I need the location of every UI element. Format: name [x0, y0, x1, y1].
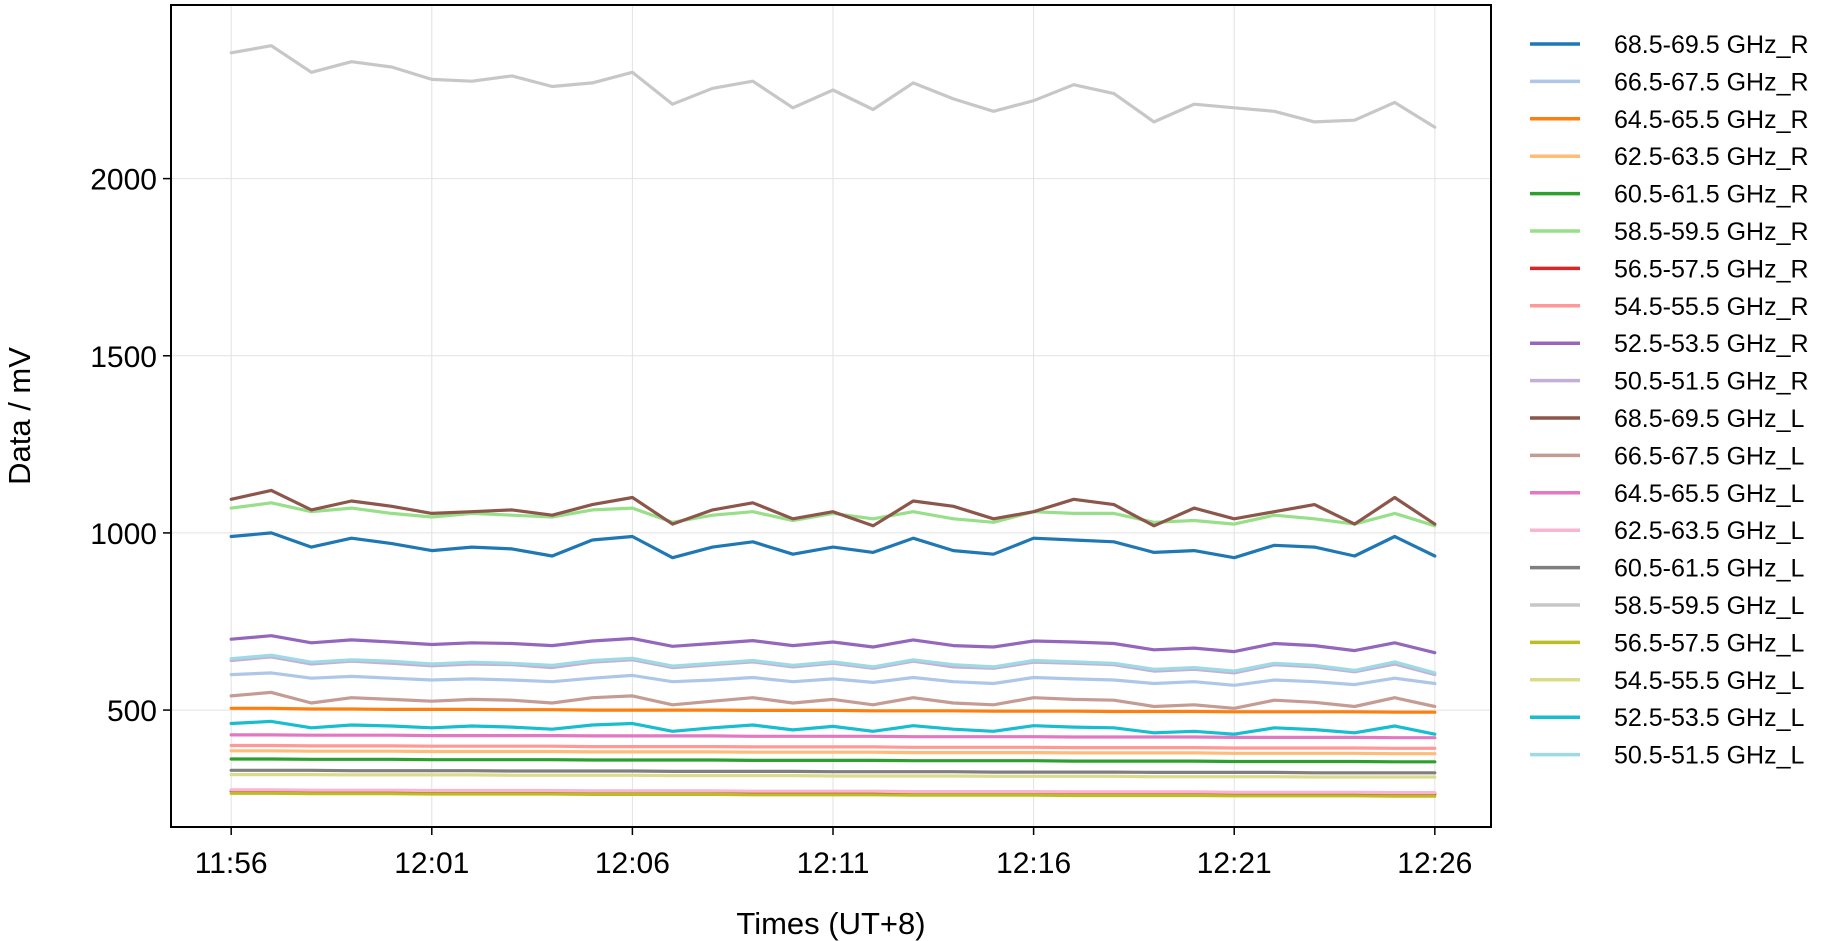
series-line-11 [229, 690, 1437, 710]
y-tick-label: 2000 [90, 164, 157, 197]
series-line-19 [229, 653, 1437, 675]
y-axis-label: Data / mV [2, 347, 37, 485]
plot-area [229, 44, 1437, 798]
series-line-12 [229, 733, 1437, 740]
legend-label: 52.5-53.5 GHz_R [1614, 330, 1809, 358]
series-line-15 [229, 44, 1437, 129]
plot-frame [170, 4, 1492, 828]
legend-label: 56.5-57.5 GHz_L [1614, 629, 1804, 657]
legend-label: 58.5-59.5 GHz_R [1614, 218, 1809, 246]
series-line-7 [229, 743, 1437, 750]
legend: 68.5-69.5 GHz_R 66.5-67.5 GHz_R 64.5-65.5 … [1530, 31, 1809, 770]
series-line-14 [229, 768, 1437, 775]
series-line-0 [229, 531, 1437, 560]
legend-label: 52.5-53.5 GHz_L [1614, 704, 1804, 732]
x-tick-label: 12:01 [394, 847, 469, 880]
legend-label: 68.5-69.5 GHz_R [1614, 31, 1809, 59]
series-line-3 [229, 749, 1437, 756]
y-tick-label: 500 [107, 695, 157, 728]
x-axis: 11:56 12:01 12:06 12:11 12:16 12:21 12:26 [195, 827, 1472, 880]
series-lines [229, 44, 1437, 798]
x-axis-label: Times (UT+8) [736, 906, 925, 941]
series-line-17 [229, 772, 1437, 779]
series-line-16 [229, 791, 1437, 798]
series-line-1 [229, 671, 1437, 687]
legend-label: 62.5-63.5 GHz_L [1614, 517, 1804, 545]
x-tick-label: 12:26 [1397, 847, 1472, 880]
series-line-13 [229, 788, 1437, 795]
legend-label: 64.5-65.5 GHz_R [1614, 106, 1809, 134]
series-line-10 [229, 488, 1437, 528]
legend-label: 50.5-51.5 GHz_L [1614, 742, 1804, 770]
legend-label: 66.5-67.5 GHz_R [1614, 68, 1809, 96]
legend-label: 54.5-55.5 GHz_L [1614, 667, 1804, 695]
series-line-4 [229, 757, 1437, 764]
legend-label: 54.5-55.5 GHz_R [1614, 293, 1809, 321]
series-line-18 [229, 719, 1437, 736]
legend-label: 58.5-59.5 GHz_L [1614, 592, 1804, 620]
legend-label: 68.5-69.5 GHz_L [1614, 405, 1804, 433]
legend-label: 62.5-63.5 GHz_R [1614, 143, 1809, 171]
legend-label: 60.5-61.5 GHz_L [1614, 555, 1804, 583]
x-tick-label: 12:21 [1197, 847, 1272, 880]
y-axis: 500 1000 1500 2000 [90, 164, 171, 728]
series-line-8 [229, 634, 1437, 655]
x-tick-label: 12:11 [797, 847, 870, 880]
legend-label: 56.5-57.5 GHz_R [1614, 255, 1809, 283]
legend-label: 60.5-61.5 GHz_R [1614, 181, 1809, 209]
grid-lines [171, 5, 1491, 827]
series-line-5 [229, 501, 1437, 528]
legend-label: 50.5-51.5 GHz_R [1614, 368, 1809, 396]
x-tick-label: 12:16 [996, 847, 1071, 880]
x-tick-label: 12:06 [595, 847, 670, 880]
series-line-2 [229, 706, 1437, 714]
legend-label: 64.5-65.5 GHz_L [1614, 480, 1804, 508]
y-tick-label: 1500 [90, 341, 157, 374]
y-tick-label: 1000 [90, 518, 157, 551]
x-tick-label: 11:56 [195, 847, 268, 880]
legend-label: 66.5-67.5 GHz_L [1614, 442, 1804, 470]
